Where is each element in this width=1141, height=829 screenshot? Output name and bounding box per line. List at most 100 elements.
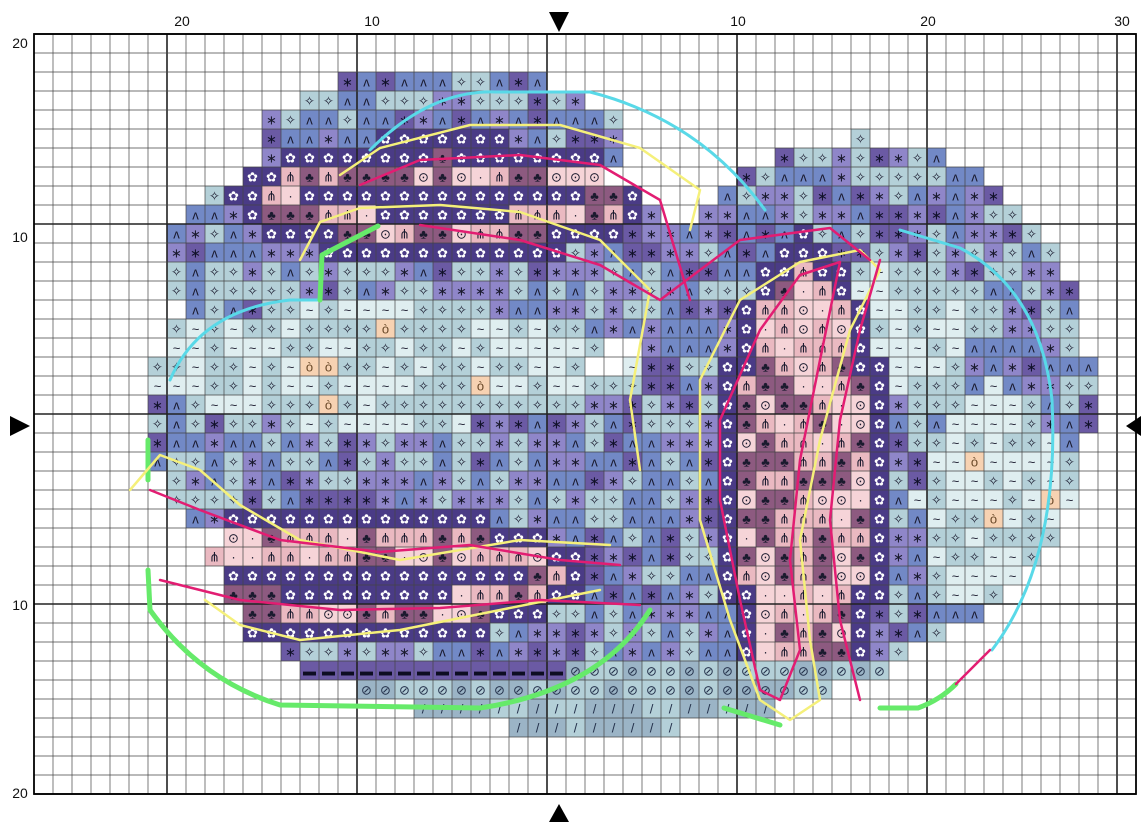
- stitch-symbol: ⋔: [513, 208, 524, 223]
- stitch-symbol: ⊘: [722, 664, 733, 679]
- stitch-symbol: ʌ: [496, 455, 503, 470]
- stitch-symbol: ✧: [418, 303, 429, 318]
- stitch-symbol: ∗: [304, 436, 315, 451]
- stitch-symbol: ♣: [856, 379, 865, 394]
- stitch-symbol: ∗: [893, 436, 904, 451]
- stitch-symbol: ~: [515, 341, 523, 356]
- stitch-symbol: ♣: [267, 588, 276, 603]
- stitch-symbol: /: [536, 702, 540, 717]
- stitch-symbol: ∗: [684, 246, 695, 261]
- stitch-cell: [718, 205, 737, 224]
- stitch-symbol: ∗: [1083, 398, 1094, 413]
- stitch-symbol: ✧: [874, 170, 885, 185]
- stitch-symbol: ⋔: [817, 607, 828, 622]
- stitch-cell: [395, 72, 414, 91]
- stitch-cell: [775, 319, 794, 338]
- stitch-symbol: ✿: [513, 531, 524, 546]
- stitch-symbol: ✿: [836, 284, 847, 299]
- stitch-symbol: ♣: [818, 550, 827, 565]
- stitch-symbol: ∗: [608, 588, 619, 603]
- stitch-symbol: ~: [401, 303, 409, 318]
- stitch-symbol: ⊙: [855, 569, 866, 584]
- stitch-cell: [870, 186, 889, 205]
- stitch-symbol: ʌ: [610, 417, 617, 432]
- stitch-symbol: ∗: [361, 474, 372, 489]
- stitch-symbol: ✧: [1045, 531, 1056, 546]
- stitch-symbol: ✧: [931, 379, 942, 394]
- stitch-symbol: ✧: [798, 208, 809, 223]
- stitch-symbol: ∗: [665, 398, 676, 413]
- stitch-symbol: ✧: [513, 512, 524, 527]
- stitch-symbol: ~: [1009, 474, 1017, 489]
- stitch-symbol: ⊙: [836, 322, 847, 337]
- stitch-symbol: ⊙: [456, 550, 467, 565]
- stitch-symbol: ʌ: [192, 208, 199, 223]
- stitch-symbol: ✧: [551, 284, 562, 299]
- stitch-cell: [205, 281, 224, 300]
- stitch-symbol: ∗: [570, 94, 581, 109]
- stitch-cell: [813, 167, 832, 186]
- stitch-symbol: ∗: [703, 303, 714, 318]
- stitch-symbol: ʌ: [762, 246, 769, 261]
- stitch-symbol: ✧: [893, 607, 904, 622]
- stitch-symbol: ~: [952, 303, 960, 318]
- stitch-symbol: ʌ: [363, 94, 370, 109]
- stitch-cell: [908, 167, 927, 186]
- stitch-symbol: ~: [534, 341, 542, 356]
- stitch-symbol: ~: [363, 303, 371, 318]
- stitch-symbol: ∗: [551, 455, 562, 470]
- stitch-cell: [965, 167, 984, 186]
- stitch-symbol: ʌ: [686, 322, 693, 337]
- stitch-symbol: ✧: [209, 303, 220, 318]
- stitch-symbol: ʌ: [439, 436, 446, 451]
- stitch-symbol: ✧: [228, 360, 239, 375]
- stitch-symbol: ✿: [418, 189, 429, 204]
- stitch-symbol: ò: [990, 512, 997, 527]
- stitch-symbol: ⊙: [855, 398, 866, 413]
- stitch-symbol: ✿: [456, 189, 467, 204]
- stitch-symbol: ~: [914, 493, 922, 508]
- stitch-cell: [281, 110, 300, 129]
- stitch-symbol: ʌ: [667, 341, 674, 356]
- stitch-symbol: ∗: [1083, 417, 1094, 432]
- stitch-symbol: ✧: [456, 436, 467, 451]
- stitch-symbol: ✿: [399, 208, 410, 223]
- stitch-symbol: ✿: [513, 569, 524, 584]
- stitch-symbol: ∗: [703, 455, 714, 470]
- stitch-symbol: ✧: [418, 379, 429, 394]
- stitch-symbol: ʌ: [496, 512, 503, 527]
- stitch-symbol: ✧: [912, 170, 923, 185]
- stitch-symbol: ⊘: [361, 683, 372, 698]
- stitch-symbol: ∗: [551, 265, 562, 280]
- stitch-symbol: ʌ: [363, 113, 370, 128]
- stitch-symbol: ✧: [912, 379, 923, 394]
- stitch-symbol: ʌ: [591, 113, 598, 128]
- stitch-symbol: ✧: [912, 265, 923, 280]
- stitch-symbol: ʌ: [629, 493, 636, 508]
- stitch-symbol: ∗: [494, 303, 505, 318]
- stitch-symbol: ✧: [342, 265, 353, 280]
- stitch-symbol: ~: [211, 398, 219, 413]
- stitch-symbol: ⊙: [760, 398, 771, 413]
- stitch-symbol: ~: [515, 379, 523, 394]
- stitch-symbol: ✧: [399, 284, 410, 299]
- stitch-symbol: ✧: [437, 493, 448, 508]
- stitch-cell: [965, 262, 984, 281]
- stitch-cell: [509, 91, 528, 110]
- stitch-cell: [566, 91, 585, 110]
- stitch-symbol: ✿: [399, 512, 410, 527]
- stitch-symbol: ⋔: [456, 531, 467, 546]
- stitch-symbol: ʌ: [895, 417, 902, 432]
- stitch-symbol: ~: [1009, 455, 1017, 470]
- stitch-symbol: ✧: [475, 303, 486, 318]
- stitch-symbol: ✧: [931, 170, 942, 185]
- stitch-symbol: ∗: [589, 265, 600, 280]
- stitch-symbol: ⋔: [475, 550, 486, 565]
- stitch-symbol: ✿: [361, 189, 372, 204]
- stitch-cell: [376, 224, 395, 243]
- stitch-symbol: ✿: [266, 569, 277, 584]
- stitch-cell: [281, 167, 300, 186]
- stitch-symbol: ✿: [760, 265, 771, 280]
- stitch-symbol: ʌ: [192, 265, 199, 280]
- stitch-cell: [414, 262, 433, 281]
